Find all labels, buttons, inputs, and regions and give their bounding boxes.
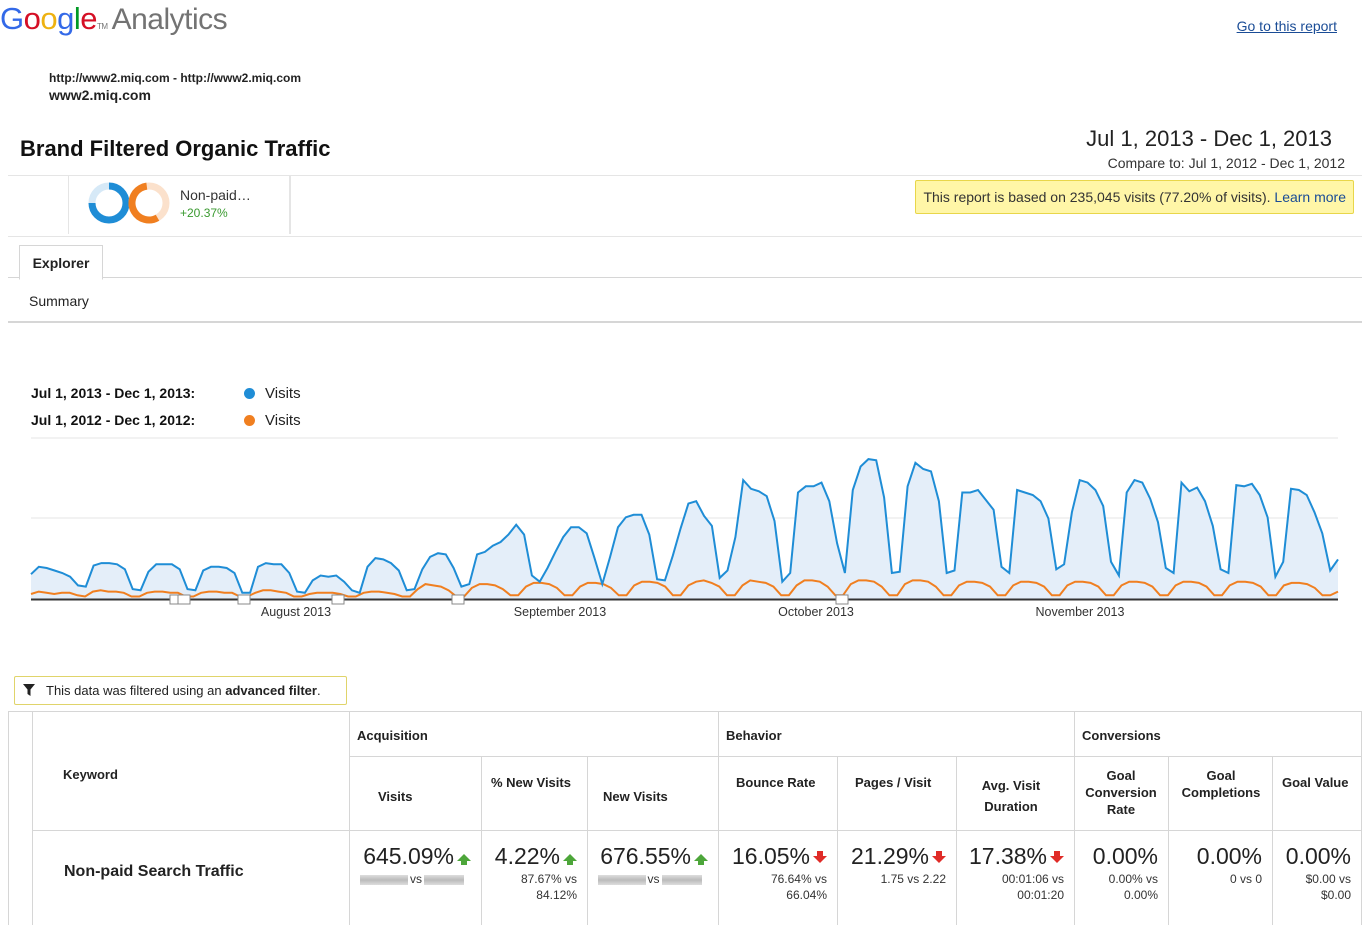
legend-range-previous: Jul 1, 2012 - Dec 1, 2012: xyxy=(31,412,196,428)
trend-up-icon xyxy=(457,854,471,865)
cell-avg-visit-duration: 17.38% 00:01:06 vs 00:01:20 xyxy=(956,830,1074,925)
segment-bar xyxy=(8,175,1362,237)
google-wordmark: Google xyxy=(0,1,98,36)
tab-explorer[interactable]: Explorer xyxy=(19,245,103,280)
metric-value: 17.38% xyxy=(968,843,1047,869)
row-keyword[interactable]: Non-paid Search Traffic xyxy=(64,863,244,880)
filter-notice: This data was filtered using an advanced… xyxy=(14,676,347,705)
column-header-avg-visit-duration[interactable]: Avg. Visit Duration xyxy=(956,756,1074,830)
metric-value: 16.05% xyxy=(731,843,810,869)
metric-comparison: 0 vs 0 xyxy=(1229,872,1262,886)
metric-value: 645.09% xyxy=(363,843,454,869)
series-current-area xyxy=(31,459,1338,599)
keyword-header[interactable]: Keyword xyxy=(32,711,349,830)
segment-label: Non-paid… xyxy=(180,187,251,203)
table-row: Non-paid Search Traffic xyxy=(32,830,349,925)
segment-donut-icon xyxy=(88,182,170,224)
analytics-wordmark: Analytics xyxy=(111,3,228,36)
filter-icon xyxy=(23,684,35,696)
go-to-report-link[interactable]: Go to this report xyxy=(1236,18,1337,34)
google-analytics-logo: GoogleTM Analytics xyxy=(0,1,228,36)
legend-series-current: Visits xyxy=(265,385,301,402)
column-header-goal-completions[interactable]: Goal Completions xyxy=(1168,756,1272,830)
x-tick-label: November 2013 xyxy=(1036,605,1125,619)
column-header-goal-conversion-rate[interactable]: Goal Conversion Rate xyxy=(1074,756,1168,830)
advanced-filter-label[interactable]: advanced filter xyxy=(225,683,317,698)
annotation-marker-icon[interactable] xyxy=(331,594,345,605)
metric-value: 0.00% xyxy=(1285,843,1351,869)
compare-date-range: Compare to: Jul 1, 2012 - Dec 1, 2012 xyxy=(1107,155,1345,171)
metric-comparison: 1.75 vs 2.22 xyxy=(880,872,946,886)
annotation-marker-icon[interactable] xyxy=(237,594,251,605)
metric-comparison: 00:01:06 vs 00:01:20 xyxy=(1001,872,1064,902)
metric-value: 676.55% xyxy=(600,843,691,869)
segment-card[interactable] xyxy=(68,176,291,234)
cell-new-visits: 676.55% vs xyxy=(587,830,718,925)
metric-value: 0.00% xyxy=(1196,843,1262,869)
tab-divider xyxy=(8,277,1362,278)
metric-comparison: 87.67% vs 84.12% xyxy=(520,872,577,902)
metric-comparison: vs xyxy=(591,871,708,887)
trend-down-icon xyxy=(1050,851,1064,863)
annotation-marker-icon[interactable] xyxy=(451,594,465,605)
metric-value: 0.00% xyxy=(1092,843,1158,869)
report-title: Brand Filtered Organic Traffic xyxy=(20,136,331,161)
cell-bounce-rate: 16.05% 76.64% vs 66.04% xyxy=(718,830,837,925)
cell-pages-per-visit: 21.29% 1.75 vs 2.22 xyxy=(837,830,956,925)
site-url: http://www2.miq.com - http://www2.miq.co… xyxy=(49,71,301,85)
summary-link[interactable]: Summary xyxy=(29,293,89,309)
annotation-marker-icon[interactable] xyxy=(177,594,191,605)
legend-series-previous: Visits xyxy=(265,412,301,429)
section-divider xyxy=(8,321,1362,323)
column-header-new-visits[interactable]: New Visits xyxy=(587,756,718,830)
data-table: Keyword Acquisition Behavior Conversions… xyxy=(8,711,1362,925)
metric-comparison: 76.64% vs 66.04% xyxy=(770,872,827,902)
metric-comparison: $0.00 vs $0.00 xyxy=(1305,872,1351,902)
series-current-line xyxy=(30,458,1339,595)
x-tick-label: August 2013 xyxy=(261,605,331,619)
cell-goal-completions: 0.00% 0 vs 0 xyxy=(1168,830,1272,925)
legend-range-current: Jul 1, 2013 - Dec 1, 2013: xyxy=(31,385,196,401)
cell-goal-value: 0.00% $0.00 vs $0.00 xyxy=(1272,830,1362,925)
trend-down-icon xyxy=(813,851,827,863)
metric-comparison: 0.00% vs 0.00% xyxy=(1108,872,1158,902)
legend-dot-current xyxy=(244,388,255,399)
metric-value: 4.22% xyxy=(494,843,560,869)
trend-up-icon xyxy=(694,854,708,865)
column-header-goal-value[interactable]: Goal Value xyxy=(1272,756,1362,830)
column-header-bounce-rate[interactable]: Bounce Rate xyxy=(718,756,837,830)
trend-down-icon xyxy=(932,851,946,863)
column-header-pages-per-visit[interactable]: Pages / Visit xyxy=(837,756,956,830)
group-conversions: Conversions xyxy=(1074,711,1362,756)
legend-dot-previous xyxy=(244,415,255,426)
cell-new-visits-pct: 4.22% 87.67% vs 84.12% xyxy=(481,830,587,925)
visits-line-chart[interactable]: August 2013 September 2013 October 2013 Nov… xyxy=(0,430,1364,630)
sampling-notice-text: This report is based on 235,045 visits (… xyxy=(923,189,1271,205)
metric-value: 21.29% xyxy=(850,843,929,869)
cell-visits: 645.09% vs xyxy=(349,830,481,925)
x-tick-label: September 2013 xyxy=(514,605,606,619)
annotation-marker-icon[interactable] xyxy=(835,594,849,605)
learn-more-link[interactable]: Learn more xyxy=(1274,189,1346,205)
cell-goal-conversion-rate: 0.00% 0.00% vs 0.00% xyxy=(1074,830,1168,925)
segment-change: +20.37% xyxy=(180,206,228,220)
trend-up-icon xyxy=(563,854,577,865)
group-acquisition: Acquisition xyxy=(349,711,718,756)
site-name: www2.miq.com xyxy=(49,87,151,103)
date-range[interactable]: Jul 1, 2013 - Dec 1, 2013 xyxy=(1086,126,1332,151)
filter-text: This data was filtered using an xyxy=(46,683,226,698)
column-header-new-visits-pct[interactable]: % New Visits xyxy=(481,756,587,830)
x-tick-label: October 2013 xyxy=(778,605,854,619)
group-behavior: Behavior xyxy=(718,711,1074,756)
sampling-notice: This report is based on 235,045 visits (… xyxy=(915,180,1354,214)
metric-comparison: vs xyxy=(353,871,471,887)
column-header-visits[interactable]: Visits xyxy=(349,756,481,830)
